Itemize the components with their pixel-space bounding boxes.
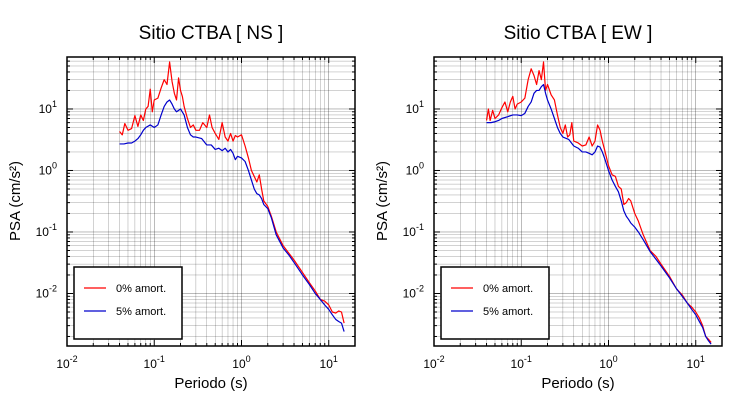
y-tick-label: 100 (406, 160, 424, 177)
x-tick-labels: 10-2 10-1 100 101 (56, 354, 338, 371)
x-tick-label: 10-2 (56, 354, 77, 371)
chart-panel-ew: Sitio CTBA [ EW ] 10-2 10-1 100 101 10-210-… (374, 23, 723, 392)
series-line-0pct (485, 61, 712, 343)
chart-title: Sitio CTBA [ NS ] (139, 23, 284, 44)
x-tick-label: 10-1 (511, 354, 532, 371)
legend-label-0: 0% amort. (483, 283, 533, 295)
tick-marks (66, 56, 356, 346)
chart-title: Sitio CTBA [ EW ] (504, 23, 653, 44)
series-layer (485, 61, 712, 345)
y-tick-label: 101 (406, 99, 424, 116)
y-tick-label: 10-2 (36, 283, 57, 300)
y-tick-label: 10-2 (403, 283, 424, 300)
x-tick-labels: 10-2 10-1 100 101 (423, 354, 705, 371)
x-tick-label: 100 (599, 354, 617, 371)
legend-label-1: 5% amort. (483, 306, 533, 318)
series-line-5pct (119, 99, 345, 332)
x-tick-label: 101 (687, 354, 705, 371)
plot-frame (433, 56, 723, 347)
series-layer (119, 61, 345, 332)
x-tick-label: 100 (232, 354, 250, 371)
x-axis-label: Periodo (s) (541, 375, 614, 392)
x-tick-label: 101 (320, 354, 338, 371)
tick-marks (433, 56, 723, 346)
legend: 0% amort. 5% amort. (440, 266, 550, 340)
x-axis-label: Periodo (s) (174, 375, 247, 392)
y-tick-label: 100 (39, 160, 57, 177)
x-tick-label: 10-1 (144, 354, 165, 371)
plot-frame (66, 56, 356, 347)
legend-box (73, 266, 183, 340)
y-tick-labels: 10-2 10-1 100 101 (403, 99, 424, 301)
x-tick-label: 10-2 (423, 354, 444, 371)
legend: 0% amort. 5% amort. (73, 266, 183, 340)
y-axis-label: PSA (cm/s²) (374, 161, 391, 241)
y-axis-label: PSA (cm/s²) (7, 161, 24, 241)
y-tick-label: 101 (39, 99, 57, 116)
y-tick-labels: 10-2 10-1 100 101 (36, 99, 57, 301)
series-line-0pct (119, 61, 345, 324)
series-line-5pct (486, 83, 712, 345)
y-tick-label: 10-1 (403, 222, 424, 239)
legend-box (440, 266, 550, 340)
legend-label-0: 0% amort. (116, 283, 166, 295)
legend-label-1: 5% amort. (116, 306, 166, 318)
chart-panel-ns: Sitio CTBA [ NS ] 10-2 10-1 100 101 10-210-… (7, 23, 356, 392)
y-tick-label: 10-1 (36, 222, 57, 239)
